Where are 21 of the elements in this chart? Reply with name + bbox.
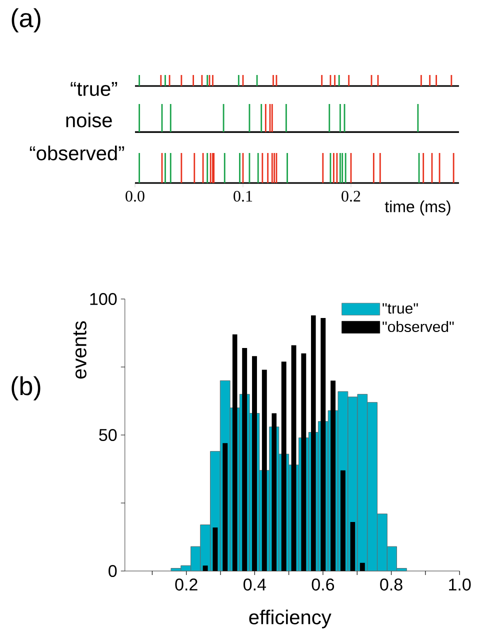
legend-label: "observed": [382, 321, 454, 332]
x-tick-label: 1.0: [449, 578, 471, 591]
y-tick-label: 50: [99, 428, 117, 442]
x-tick-label: 0.1: [234, 190, 252, 202]
x-tick-label: 0.4: [244, 578, 266, 591]
legend-label: "true": [382, 303, 418, 314]
x-tick-label: 0.0: [126, 190, 144, 202]
y-tick-label: 100: [90, 292, 117, 306]
chart-title: (a): [12, 8, 40, 32]
x-axis-title: efficiency: [249, 610, 332, 628]
text: (b): [12, 376, 40, 400]
y-axis-title: “observed”: [30, 146, 124, 160]
x-tick-label: 0.2: [342, 190, 360, 202]
y-axis-title: noise: [66, 112, 112, 128]
y-axis-title: events: [73, 321, 86, 379]
x-axis-title: time (ms): [384, 200, 450, 216]
y-tick-label: 0: [108, 564, 117, 578]
y-axis-title: “true”: [70, 82, 118, 96]
x-tick-label: 0.6: [312, 578, 334, 591]
x-tick-label: 0.8: [380, 578, 402, 591]
x-tick-label: 0.2: [175, 578, 198, 591]
